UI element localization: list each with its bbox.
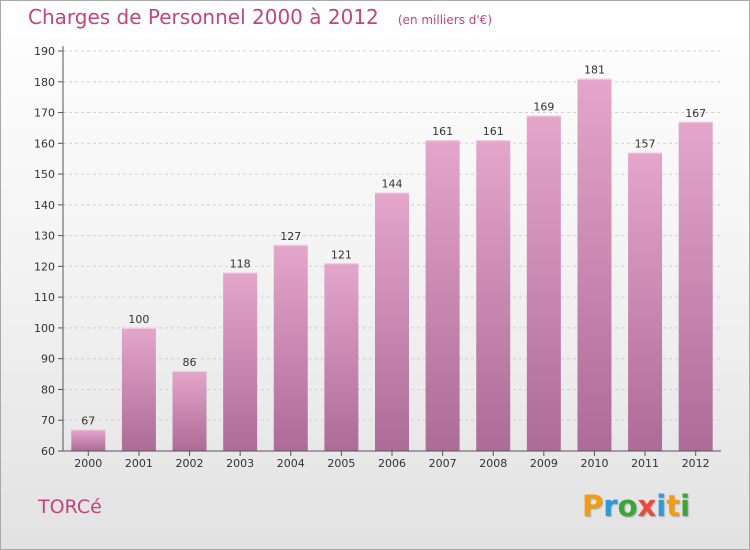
bar-2001 bbox=[121, 327, 156, 451]
logo-letter: i bbox=[656, 489, 667, 523]
logo-letter: i bbox=[680, 489, 691, 523]
data-label-2011: 157 bbox=[635, 138, 656, 151]
data-label-2008: 161 bbox=[483, 125, 504, 138]
chart-header: Charges de Personnel 2000 à 2012 (en mil… bbox=[28, 5, 492, 29]
logo-letter: o bbox=[617, 489, 638, 523]
y-tick-label-130: 130 bbox=[34, 230, 55, 243]
bar-2004 bbox=[273, 244, 308, 451]
y-tick-label-80: 80 bbox=[41, 383, 55, 396]
bar-2010 bbox=[577, 78, 612, 451]
data-label-2012: 167 bbox=[685, 107, 706, 120]
data-label-2006: 144 bbox=[382, 178, 403, 191]
x-tick-label-2007: 2007 bbox=[429, 457, 457, 470]
bar-2000 bbox=[71, 429, 106, 451]
bar-2009 bbox=[526, 115, 561, 451]
proxiti-logo[interactable]: Proxiti bbox=[582, 489, 690, 523]
logo-letter: P bbox=[582, 489, 604, 523]
y-tick-label-140: 140 bbox=[34, 199, 55, 212]
y-tick-label-100: 100 bbox=[34, 322, 55, 335]
y-tick-label-190: 190 bbox=[34, 45, 55, 58]
y-tick-label-180: 180 bbox=[34, 76, 55, 89]
x-tick-label-2008: 2008 bbox=[479, 457, 507, 470]
bar-2008 bbox=[476, 140, 511, 451]
y-tick-label-120: 120 bbox=[34, 260, 55, 273]
y-tick-label-110: 110 bbox=[34, 291, 55, 304]
city-name: TORCé bbox=[38, 496, 102, 518]
bar-2007 bbox=[425, 140, 460, 451]
bar-2011 bbox=[628, 152, 663, 452]
chart-title: Charges de Personnel 2000 à 2012 bbox=[28, 5, 379, 29]
data-label-2007: 161 bbox=[432, 125, 453, 138]
y-tick-label-170: 170 bbox=[34, 107, 55, 120]
bar-2002 bbox=[172, 371, 207, 451]
logo-letter: x bbox=[637, 489, 657, 523]
x-tick-label-2004: 2004 bbox=[277, 457, 305, 470]
logo-letter: r bbox=[603, 489, 618, 523]
y-tick-label-60: 60 bbox=[41, 445, 55, 458]
labels: 60 70 80 90 100 110 120 130 140 150 160 170 180 190 67… bbox=[34, 45, 710, 470]
x-tick-label-2011: 2011 bbox=[631, 457, 659, 470]
bar-2003 bbox=[223, 272, 258, 451]
x-tick-label-2005: 2005 bbox=[327, 457, 355, 470]
bar-2012 bbox=[678, 121, 713, 452]
bar-2006 bbox=[375, 192, 409, 452]
y-tick-label-90: 90 bbox=[41, 353, 55, 366]
data-label-2003: 118 bbox=[230, 258, 251, 271]
data-label-2002: 86 bbox=[183, 356, 197, 369]
x-tick-label-2003: 2003 bbox=[226, 457, 254, 470]
x-tick-label-2006: 2006 bbox=[378, 457, 406, 470]
bar-2005 bbox=[324, 263, 359, 451]
x-tick-label-2009: 2009 bbox=[530, 457, 558, 470]
x-tick-label-2000: 2000 bbox=[74, 457, 102, 470]
y-tick-label-150: 150 bbox=[34, 168, 55, 181]
data-label-2000: 67 bbox=[81, 414, 95, 427]
axes bbox=[58, 46, 721, 456]
y-tick-label-70: 70 bbox=[41, 414, 55, 427]
chart-subtitle: (en milliers d'€) bbox=[397, 13, 492, 27]
data-label-2005: 121 bbox=[331, 248, 352, 261]
data-label-2004: 127 bbox=[280, 230, 301, 243]
bars bbox=[71, 78, 713, 452]
y-tick-label-160: 160 bbox=[34, 137, 55, 150]
data-label-2001: 100 bbox=[128, 313, 149, 326]
data-label-2009: 169 bbox=[533, 101, 554, 114]
x-tick-label-2001: 2001 bbox=[125, 457, 153, 470]
x-tick-label-2012: 2012 bbox=[682, 457, 710, 470]
logo-letter: t bbox=[666, 489, 681, 523]
x-tick-label-2010: 2010 bbox=[580, 457, 608, 470]
x-tick-label-2002: 2002 bbox=[176, 457, 204, 470]
data-label-2010: 181 bbox=[584, 64, 605, 77]
